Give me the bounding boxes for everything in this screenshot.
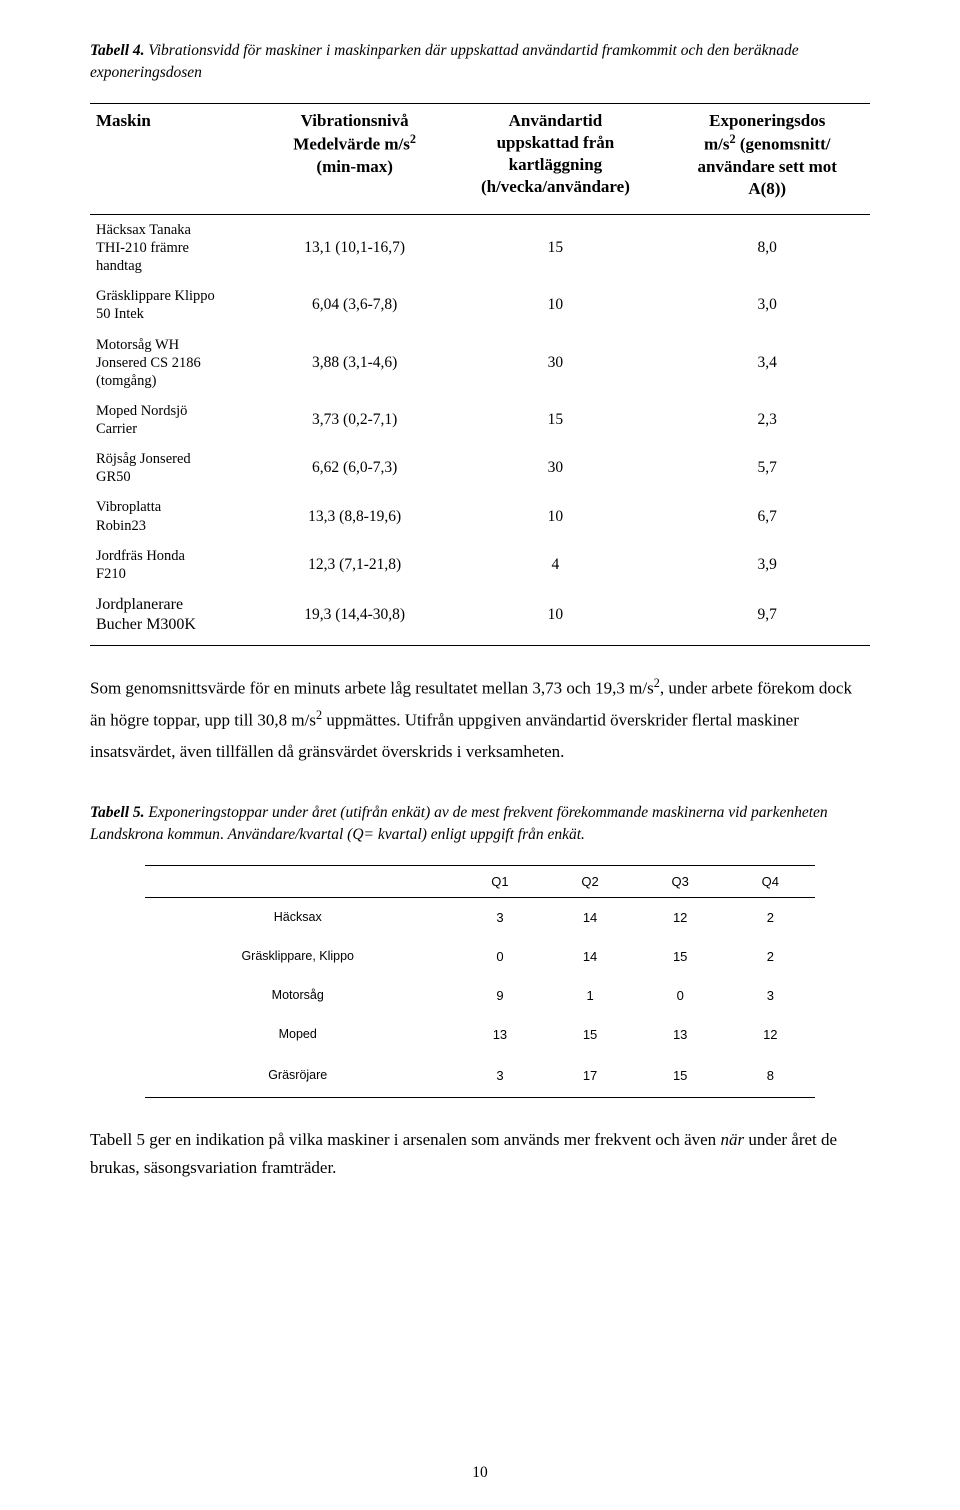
- table5-header-row: Q1 Q2 Q3 Q4: [145, 865, 816, 897]
- table4-rowlabel: VibroplattaRobin23: [90, 492, 263, 540]
- table4-cell: 3,73 (0,2-7,1): [263, 396, 446, 444]
- table4-cell: 30: [446, 330, 664, 396]
- table5-caption-label: Tabell 5.: [90, 804, 145, 821]
- table4-rowlabel: Moped NordsjöCarrier: [90, 396, 263, 444]
- table4-cell: 6,04 (3,6-7,8): [263, 281, 446, 329]
- table5-cell: 1: [545, 976, 635, 1015]
- table5-cell: 15: [635, 937, 725, 976]
- table-row: Moped NordsjöCarrier3,73 (0,2-7,1)152,3: [90, 396, 870, 444]
- table4-cell: 3,9: [664, 541, 870, 589]
- table5-cell: 13: [635, 1015, 725, 1054]
- table4-cell: 12,3 (7,1-21,8): [263, 541, 446, 589]
- table5-caption-text2: Användare/kvartal (Q= kvartal) enligt up…: [228, 826, 585, 843]
- table4-header-row: Maskin VibrationsnivåMedelvärde m/s2(min…: [90, 103, 870, 214]
- table4-header-2: Användartiduppskattad frånkartläggning(h…: [446, 103, 664, 214]
- table5-header-0: [145, 865, 455, 897]
- table4-header-3: Exponeringsdosm/s2 (genomsnitt/användare…: [664, 103, 870, 214]
- table4: Maskin VibrationsnivåMedelvärde m/s2(min…: [90, 103, 870, 646]
- table-row: Häcksax TanakaTHI-210 främrehandtag13,1 …: [90, 214, 870, 281]
- table5-caption: Tabell 5. Exponeringstoppar under året (…: [90, 802, 870, 847]
- table5-cell: 2: [725, 937, 815, 976]
- table-row: Jordfräs HondaF21012,3 (7,1-21,8)43,9: [90, 541, 870, 589]
- table4-rowlabel: Motorsåg WHJonsered CS 2186(tomgång): [90, 330, 263, 396]
- table5-rowlabel: Moped: [145, 1015, 455, 1054]
- table4-rowlabel: Röjsåg JonseredGR50: [90, 444, 263, 492]
- table4-rowlabel: Gräsklippare Klippo50 Intek: [90, 281, 263, 329]
- table5-cell: 12: [635, 897, 725, 937]
- table4-cell: 2,3: [664, 396, 870, 444]
- table5-body: Häcksax314122Gräsklippare, Klippo014152M…: [145, 897, 816, 1097]
- table-row: Häcksax314122: [145, 897, 816, 937]
- table4-cell: 13,3 (8,8-19,6): [263, 492, 446, 540]
- table4-rowlabel: Jordfräs HondaF210: [90, 541, 263, 589]
- paragraph-2-ital: när: [720, 1130, 744, 1149]
- paragraph-2: Tabell 5 ger en indikation på vilka mask…: [90, 1126, 870, 1184]
- table-row: Gräsröjare317158: [145, 1054, 816, 1098]
- paragraph-2-lead: Tabell 5 ger en indikation på vilka mask…: [90, 1130, 720, 1149]
- table5-rowlabel: Gräsröjare: [145, 1054, 455, 1098]
- table4-rowlabel: JordplanerareBucher M300K: [90, 589, 263, 646]
- table5-caption-sep: .: [220, 826, 228, 843]
- table4-cell: 10: [446, 281, 664, 329]
- table5-header-4: Q4: [725, 865, 815, 897]
- table5-cell: 3: [725, 976, 815, 1015]
- table4-cell: 5,7: [664, 444, 870, 492]
- table5-header-1: Q1: [455, 865, 545, 897]
- table4-cell: 30: [446, 444, 664, 492]
- table4-cell: 13,1 (10,1-16,7): [263, 214, 446, 281]
- table5-cell: 2: [725, 897, 815, 937]
- table4-caption-text: Vibrationsvidd för maskiner i maskinpark…: [90, 42, 799, 81]
- table4-cell: 8,0: [664, 214, 870, 281]
- table4-cell: 3,0: [664, 281, 870, 329]
- table5-cell: 15: [635, 1054, 725, 1098]
- table4-cell: 19,3 (14,4-30,8): [263, 589, 446, 646]
- table4-caption-label: Tabell 4.: [90, 42, 145, 59]
- table5-rowlabel: Häcksax: [145, 897, 455, 937]
- table5: Q1 Q2 Q3 Q4 Häcksax314122Gräsklippare, K…: [145, 865, 816, 1098]
- table-row: Moped13151312: [145, 1015, 816, 1054]
- table5-header-3: Q3: [635, 865, 725, 897]
- table5-rowlabel: Gräsklippare, Klippo: [145, 937, 455, 976]
- table5-cell: 9: [455, 976, 545, 1015]
- table5-cell: 14: [545, 937, 635, 976]
- table5-cell: 12: [725, 1015, 815, 1054]
- table4-cell: 6,62 (6,0-7,3): [263, 444, 446, 492]
- table4-cell: 3,4: [664, 330, 870, 396]
- table-row: VibroplattaRobin2313,3 (8,8-19,6)106,7: [90, 492, 870, 540]
- table5-cell: 14: [545, 897, 635, 937]
- paragraph-1: Som genomsnittsvärde för en minuts arbet…: [90, 672, 870, 768]
- table5-cell: 8: [725, 1054, 815, 1098]
- table5-cell: 0: [455, 937, 545, 976]
- table4-cell: 9,7: [664, 589, 870, 646]
- table4-cell: 3,88 (3,1-4,6): [263, 330, 446, 396]
- table4-cell: 10: [446, 589, 664, 646]
- table5-cell: 17: [545, 1054, 635, 1098]
- table-row: Röjsåg JonseredGR506,62 (6,0-7,3)305,7: [90, 444, 870, 492]
- table5-rowlabel: Motorsåg: [145, 976, 455, 1015]
- table-row: Motorsåg WHJonsered CS 2186(tomgång)3,88…: [90, 330, 870, 396]
- table5-cell: 15: [545, 1015, 635, 1054]
- table4-cell: 15: [446, 396, 664, 444]
- page-number: 10: [0, 1464, 960, 1482]
- table-row: JordplanerareBucher M300K19,3 (14,4-30,8…: [90, 589, 870, 646]
- table4-header-1: VibrationsnivåMedelvärde m/s2(min-max): [263, 103, 446, 214]
- table4-cell: 4: [446, 541, 664, 589]
- table4-caption: Tabell 4. Vibrationsvidd för maskiner i …: [90, 40, 870, 85]
- table5-cell: 0: [635, 976, 725, 1015]
- table5-cell: 3: [455, 897, 545, 937]
- table4-body: Häcksax TanakaTHI-210 främrehandtag13,1 …: [90, 214, 870, 645]
- table5-header-2: Q2: [545, 865, 635, 897]
- table4-cell: 10: [446, 492, 664, 540]
- table4-cell: 6,7: [664, 492, 870, 540]
- table4-cell: 15: [446, 214, 664, 281]
- table5-cell: 3: [455, 1054, 545, 1098]
- table-row: Motorsåg9103: [145, 976, 816, 1015]
- table-row: Gräsklippare, Klippo014152: [145, 937, 816, 976]
- table4-rowlabel: Häcksax TanakaTHI-210 främrehandtag: [90, 214, 263, 281]
- table-row: Gräsklippare Klippo50 Intek6,04 (3,6-7,8…: [90, 281, 870, 329]
- table4-header-0: Maskin: [90, 103, 263, 214]
- table5-cell: 13: [455, 1015, 545, 1054]
